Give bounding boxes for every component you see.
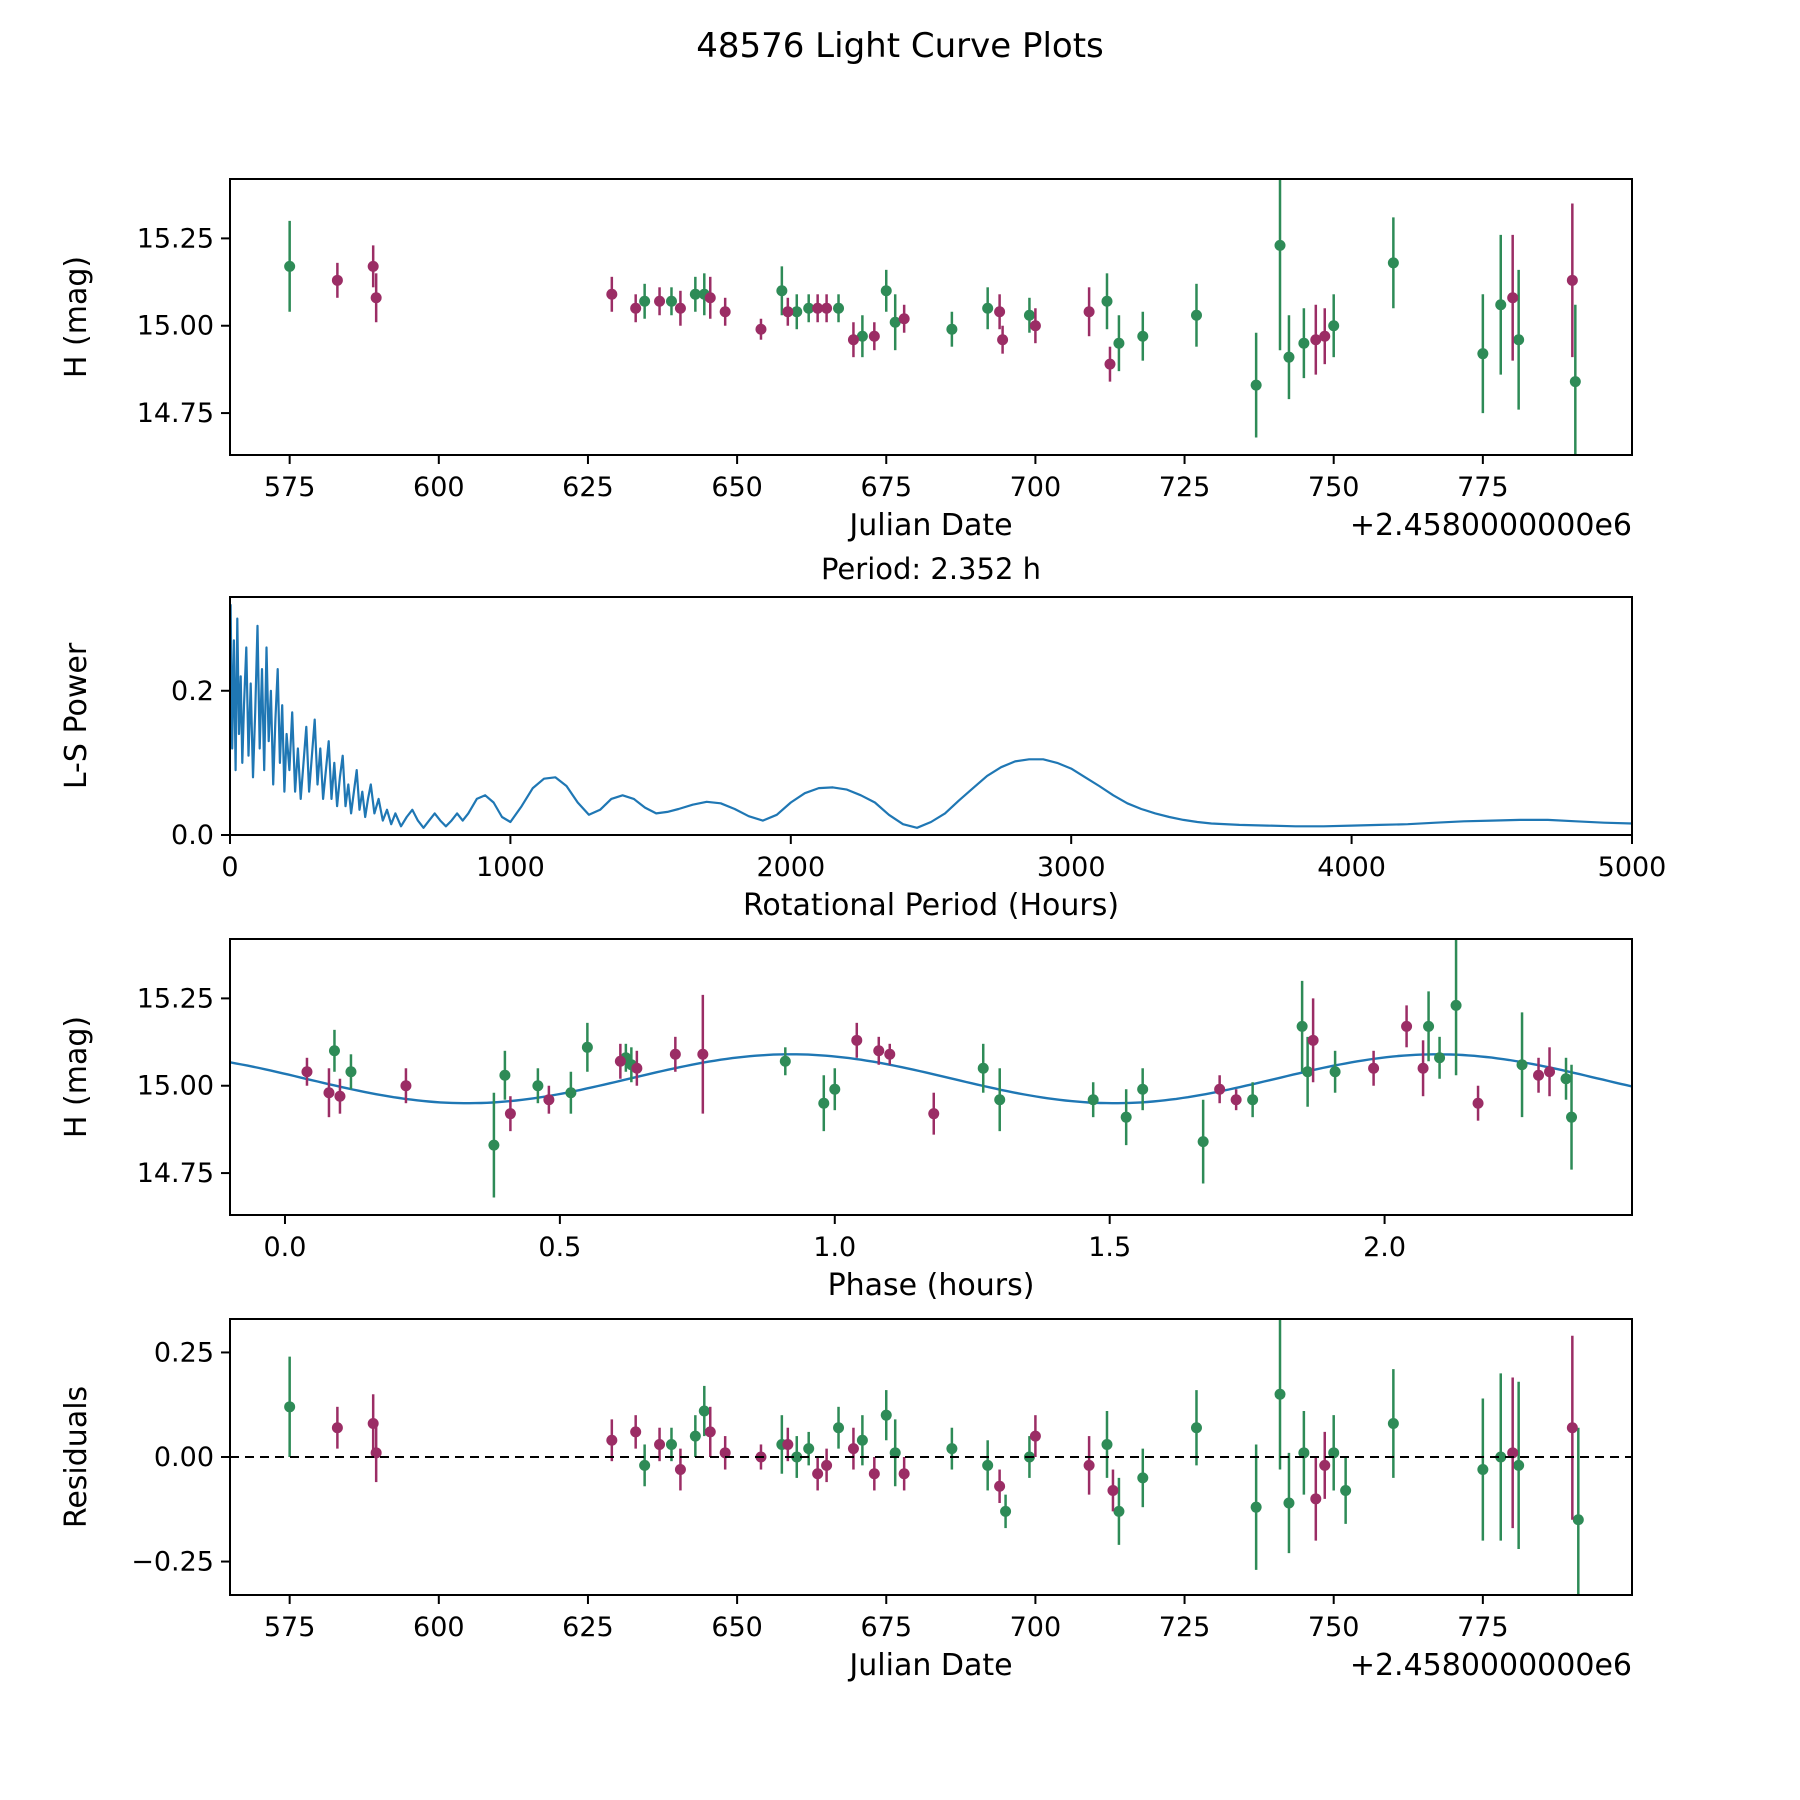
svg-text:1.0: 1.0 [813,1232,856,1263]
svg-text:1.5: 1.5 [1088,1232,1131,1263]
periodogram-panel: 0 1000 2000 3000 4000 5000 0.0 0.2 Rotational Pe… [59,552,1667,923]
svg-text:Phase (hours): Phase (hours) [828,1268,1035,1303]
svg-text:750: 750 [1308,472,1360,503]
svg-text:Julian Date: Julian Date [847,508,1012,543]
svg-text:0.00: 0.00 [154,1442,214,1473]
svg-text:750: 750 [1308,1612,1360,1643]
svg-text:15.25: 15.25 [137,983,214,1014]
svg-text:0.2: 0.2 [171,676,214,707]
residuals-panel: 575 600 625 650 675 700 725 750 775 −0.25 0.00 0.25… [59,1318,1633,1683]
svg-text:625: 625 [562,1612,614,1643]
svg-text:0.0: 0.0 [264,1232,307,1263]
svg-text:575: 575 [264,472,316,503]
svg-text:+2.4580000000e6: +2.4580000000e6 [1350,1648,1632,1683]
svg-text:575: 575 [264,1612,316,1643]
svg-text:625: 625 [562,472,614,503]
svg-text:14.75: 14.75 [137,398,214,429]
phased-light-curve-panel: 0.0 0.5 1.0 1.5 2.0 14.75 15.00 15.25 Phase (hou… [59,938,1633,1303]
svg-text:Period: 2.352 h: Period: 2.352 h [821,552,1041,586]
svg-text:775: 775 [1457,472,1509,503]
svg-text:5000: 5000 [1598,852,1667,883]
svg-text:2.0: 2.0 [1363,1232,1406,1263]
svg-text:650: 650 [711,1612,763,1643]
svg-text:4000: 4000 [1317,852,1386,883]
svg-text:H (mag): H (mag) [59,1016,94,1138]
svg-text:600: 600 [413,472,465,503]
svg-text:15.00: 15.00 [137,311,214,342]
svg-text:675: 675 [860,1612,912,1643]
svg-text:650: 650 [711,472,763,503]
light-curve-panel: 575 600 625 650 675 700 725 750 775 14.75 15.00 15.… [59,178,1633,543]
svg-text:14.75: 14.75 [137,1158,214,1189]
svg-text:Rotational Period (Hours): Rotational Period (Hours) [743,888,1119,923]
svg-text:Julian Date: Julian Date [847,1648,1012,1683]
svg-text:0.25: 0.25 [154,1337,214,1368]
svg-text:+2.4580000000e6: +2.4580000000e6 [1350,508,1632,543]
svg-text:700: 700 [1010,1612,1062,1643]
svg-text:2000: 2000 [756,852,825,883]
svg-text:0.5: 0.5 [538,1232,581,1263]
svg-text:675: 675 [860,472,912,503]
figure-title: 48576 Light Curve Plots [696,26,1104,66]
svg-text:0.0: 0.0 [171,820,214,851]
svg-text:700: 700 [1010,472,1062,503]
svg-text:600: 600 [413,1612,465,1643]
svg-text:0: 0 [221,852,238,883]
svg-text:775: 775 [1457,1612,1509,1643]
svg-text:L-S Power: L-S Power [59,642,94,789]
svg-text:3000: 3000 [1037,852,1106,883]
svg-text:−0.25: −0.25 [131,1547,214,1578]
svg-text:725: 725 [1159,472,1211,503]
svg-text:15.00: 15.00 [137,1071,214,1102]
svg-text:15.25: 15.25 [137,223,214,254]
svg-text:Residuals: Residuals [59,1386,94,1528]
svg-text:H (mag): H (mag) [59,256,94,378]
svg-text:725: 725 [1159,1612,1211,1643]
svg-text:1000: 1000 [476,852,545,883]
